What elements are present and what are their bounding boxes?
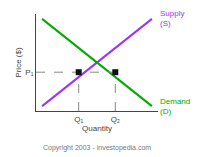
svg-text:Q₁: Q₁ <box>74 115 83 124</box>
svg-text:Quantity: Quantity <box>82 124 112 133</box>
svg-text:P₁: P₁ <box>25 68 33 77</box>
svg-text:Price ($): Price ($) <box>14 47 23 78</box>
svg-text:Copyright 2003 - investopedia.: Copyright 2003 - investopedia.com <box>43 144 151 152</box>
svg-text:Q₂: Q₂ <box>111 115 120 124</box>
svg-text:Supply(S): Supply(S) <box>160 9 184 28</box>
svg-text:Demand(D): Demand(D) <box>160 97 190 116</box>
